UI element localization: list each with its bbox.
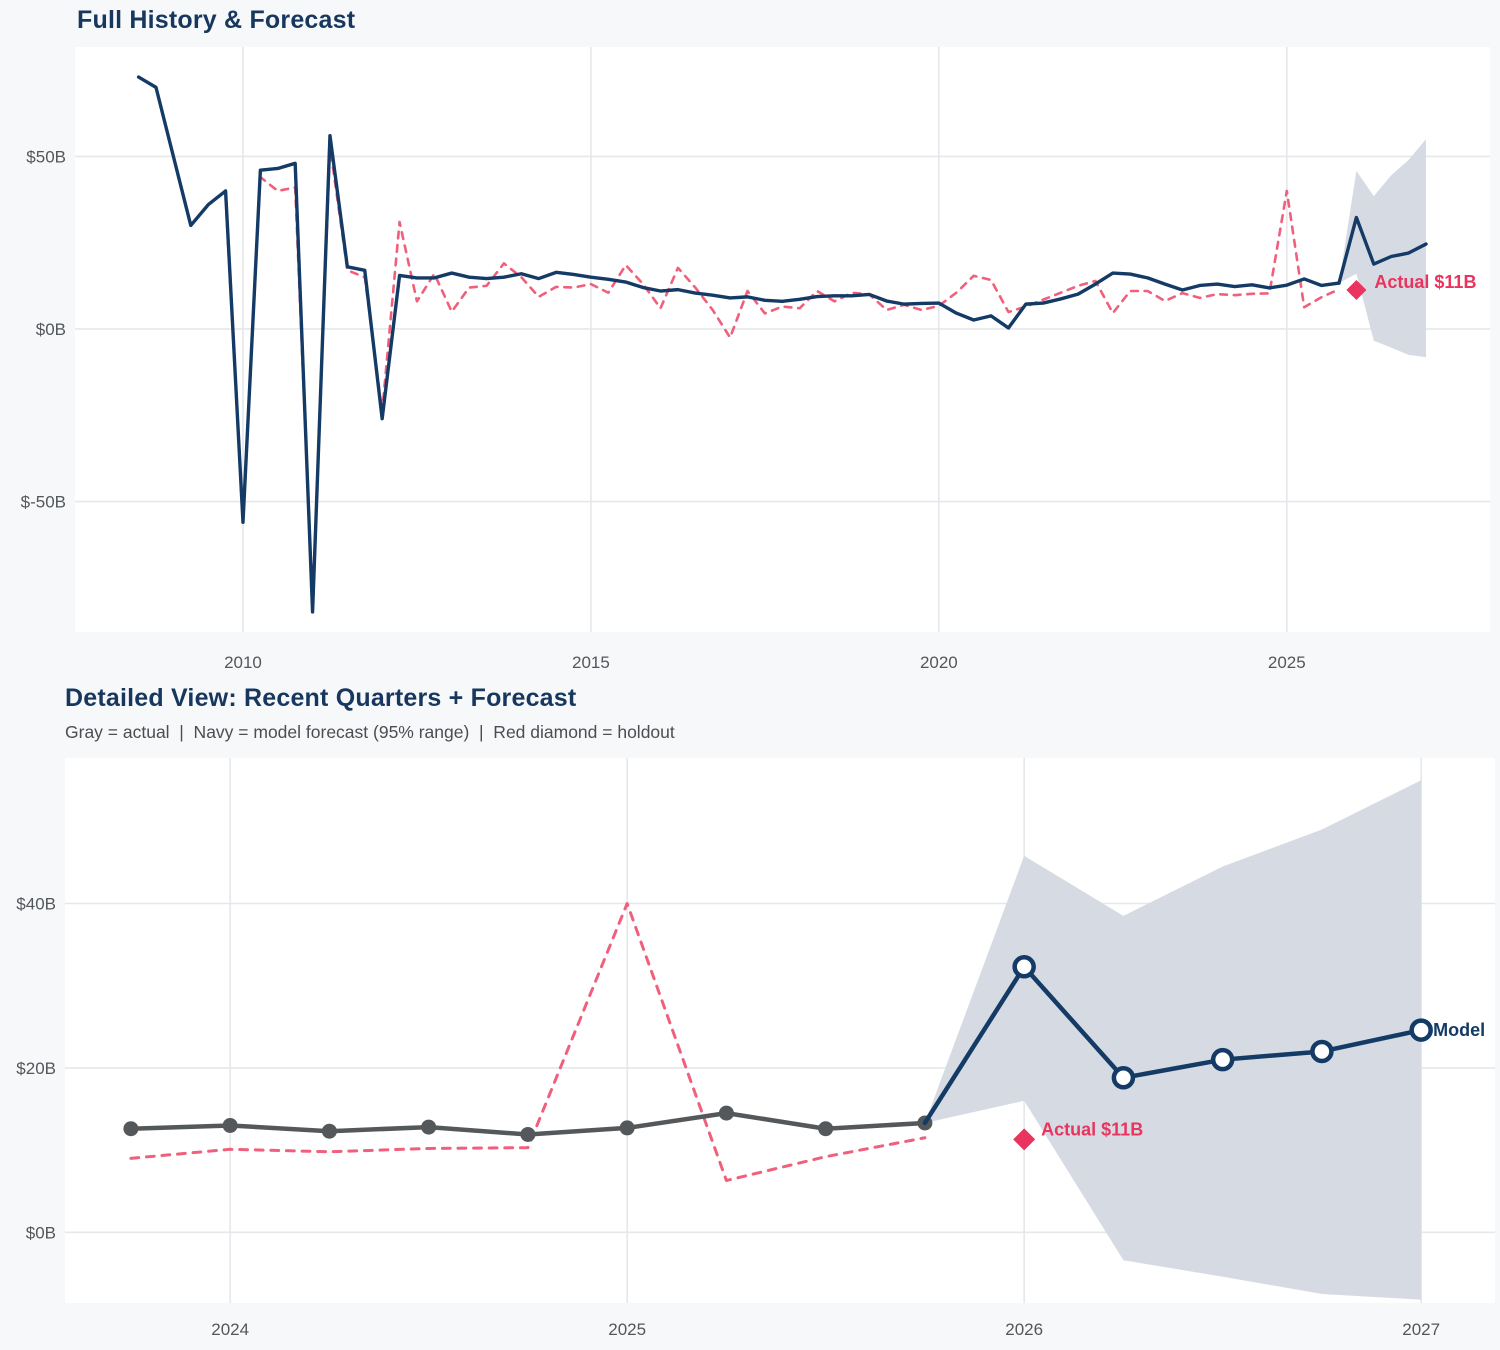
backtest-line — [224, 144, 1341, 603]
y-axis-tick-label: $0B — [36, 320, 66, 339]
y-axis-tick-label: $20B — [16, 1059, 56, 1078]
y-axis-tick-label: $50B — [26, 147, 66, 166]
y-axis-tick-label: $-50B — [21, 493, 66, 512]
forecast-line — [1337, 215, 1428, 285]
confidence-band — [924, 780, 1422, 1300]
model-point-marker — [1409, 1018, 1433, 1042]
x-axis-tick-label: 2024 — [211, 1320, 249, 1339]
x-axis-tick-label: 2026 — [1005, 1320, 1043, 1339]
actual-point-marker — [321, 1123, 337, 1139]
top-chart-title: Full History & Forecast — [77, 6, 356, 34]
bottom-chart-title: Detailed View: Recent Quarters + Forecas… — [65, 684, 577, 712]
y-axis-tick-label: $0B — [26, 1223, 56, 1242]
actual-point-marker — [520, 1126, 536, 1142]
actual-point-marker — [222, 1117, 238, 1133]
x-axis-tick-label: 2025 — [1268, 653, 1306, 672]
y-axis-tick-label: $40B — [16, 894, 56, 913]
holdout-diamond-icon — [1346, 279, 1367, 300]
x-axis-tick-label: 2027 — [1402, 1320, 1440, 1339]
actual-point-marker — [619, 1120, 635, 1136]
actual-point-marker — [818, 1121, 834, 1137]
x-axis-tick-label: 2010 — [224, 653, 262, 672]
actual-point-marker — [421, 1119, 437, 1135]
holdout-diamond-icon — [1013, 1128, 1036, 1151]
backtest-line — [129, 901, 927, 1183]
model-point-marker — [1210, 1047, 1235, 1072]
x-axis-tick-label: 2020 — [920, 653, 958, 672]
confidence-band — [1338, 139, 1426, 358]
model-line — [922, 964, 1424, 1126]
model-line-label: Model — [1433, 1020, 1485, 1040]
model-point-marker — [1111, 1066, 1136, 1090]
holdout-annotation: Actual $11B — [1374, 272, 1476, 292]
model-point-marker — [1310, 1039, 1334, 1064]
bottom-chart-subtitle: Gray = actual | Navy = model forecast (9… — [65, 722, 675, 742]
actual-line — [136, 75, 1341, 614]
actual-point-marker — [123, 1121, 139, 1137]
x-axis-tick-label: 2025 — [608, 1320, 646, 1339]
full_history-plot-area — [75, 47, 1490, 632]
holdout-annotation: Actual $11B — [1041, 1119, 1143, 1139]
model-point-marker — [1012, 955, 1036, 979]
x-axis-tick-label: 2015 — [572, 653, 610, 672]
actual-point-marker — [718, 1105, 734, 1121]
